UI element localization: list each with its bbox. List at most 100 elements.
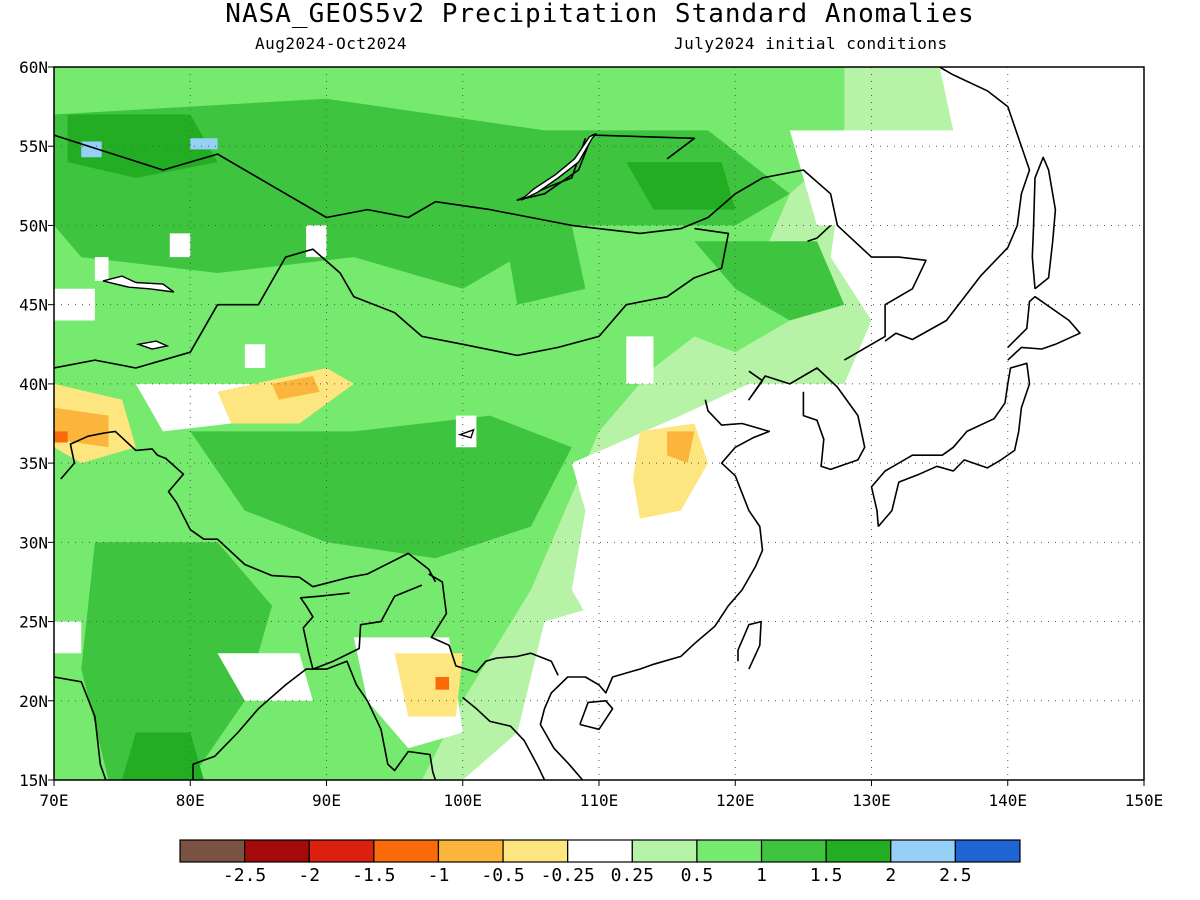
- coastline-5: [192, 660, 437, 780]
- initial-conditions-label: July2024 initial conditions: [674, 34, 948, 53]
- coastline-13: [60, 430, 437, 588]
- anomaly-region-21: [667, 431, 695, 464]
- missing-data-patch-5: [455, 415, 477, 448]
- coastline-borders-layer: [54, 67, 1081, 780]
- x-tick-label-80: 80E: [176, 791, 205, 810]
- lake-3: [457, 428, 475, 439]
- x-tick-label-120: 120E: [716, 791, 755, 810]
- missing-data-patch-7: [966, 273, 1008, 321]
- y-tick-label-55: 55N: [19, 137, 48, 156]
- anomaly-region-6: [694, 241, 845, 321]
- lake-0: [520, 132, 597, 201]
- colorbar-swatch-0: [179, 839, 246, 863]
- colorbar-label-5: -0.25: [541, 865, 595, 886]
- lake-1: [135, 340, 170, 350]
- colorbar-swatch-5: [502, 839, 569, 863]
- y-tick-label-30: 30N: [19, 533, 48, 552]
- y-tick-label-50: 50N: [19, 216, 48, 235]
- missing-data-patch-4: [244, 344, 266, 368]
- anomaly-region-10: [122, 732, 204, 780]
- colorbar-label-9: 1.5: [810, 865, 843, 886]
- coastline-2: [748, 367, 866, 471]
- lake-2: [102, 275, 175, 293]
- coastline-11: [884, 67, 1031, 342]
- colorbar-label-3: -1: [428, 865, 450, 886]
- coastline-8: [1031, 156, 1057, 290]
- colorbar-label-0: -2.5: [223, 865, 266, 886]
- colorbar-swatch-4: [437, 839, 504, 863]
- coastline-7: [1007, 295, 1081, 361]
- colorbar-label-8: 1: [756, 865, 767, 886]
- y-tick-label-15: 15N: [19, 771, 48, 790]
- coastline-1: [54, 227, 730, 369]
- x-tick-label-140: 140E: [988, 791, 1027, 810]
- forecast-period-label: Aug2024-Oct2024: [255, 34, 407, 53]
- colorbar-label-6: 0.25: [611, 865, 654, 886]
- coastline-6: [870, 362, 1031, 528]
- coastline-12: [807, 224, 832, 243]
- anomaly-region-5: [81, 542, 272, 780]
- colorbar-label-4: -0.5: [481, 865, 524, 886]
- coastline-3: [539, 399, 771, 780]
- colorbar-swatch-1: [244, 839, 310, 863]
- colorbar-label-1: -2: [298, 865, 320, 886]
- x-tick-label-110: 110E: [580, 791, 619, 810]
- longitude-axis: 70E 80E 90E 100E 110E 120E 130E 140E 150E: [40, 780, 1164, 810]
- missing-data-patch-6: [626, 336, 654, 384]
- colorbar-swatch-3: [373, 839, 440, 863]
- coastline-16: [462, 696, 546, 780]
- x-tick-label-90: 90E: [312, 791, 341, 810]
- lakes-layer: [102, 132, 597, 439]
- map-plot-area: [54, 67, 1144, 780]
- anomaly-region-20: [54, 407, 109, 448]
- x-tick-label-70: 70E: [40, 791, 69, 810]
- map-title: NASA_GEOS5v2 Precipitation Standard Anom…: [225, 0, 975, 29]
- y-tick-label-20: 20N: [19, 692, 48, 711]
- colorbar-swatch-10: [825, 839, 892, 863]
- y-tick-label-60: 60N: [19, 58, 48, 77]
- anomaly-region-23: [54, 431, 68, 443]
- missing-data-patch-2: [169, 233, 191, 258]
- latitude-axis: 15N 20N 25N 30N 35N 40N 45N 50N 55N 60N: [19, 58, 54, 790]
- coastline-15: [428, 573, 559, 676]
- coastline-0: [54, 134, 927, 361]
- x-tick-label-150: 150E: [1125, 791, 1164, 810]
- anomaly-region-4: [190, 415, 572, 559]
- anomaly-region-24: [435, 677, 450, 690]
- anomaly-field-layer: [54, 67, 1144, 780]
- colorbar-swatch-12: [954, 839, 1021, 863]
- colorbar: -2.5 -2 -1.5 -1 -0.5 -0.25 0.25 0.5 1 1.5 2 2.5: [179, 839, 1021, 886]
- x-tick-label-130: 130E: [852, 791, 891, 810]
- anomaly-region-3: [54, 98, 790, 289]
- coastline-14: [299, 584, 423, 670]
- anomaly-region-8: [67, 114, 218, 178]
- y-tick-label-25: 25N: [19, 613, 48, 632]
- y-tick-label-40: 40N: [19, 375, 48, 394]
- colorbar-swatch-6: [567, 839, 633, 863]
- missing-data-patch-1: [94, 257, 109, 281]
- colorbar-label-10: 2: [885, 865, 896, 886]
- anomaly-region-7: [503, 225, 586, 305]
- colorbar-swatch-2: [308, 839, 375, 863]
- y-tick-label-45: 45N: [19, 296, 48, 315]
- coastline-9: [737, 620, 762, 670]
- coastline-4: [54, 676, 107, 780]
- colorbar-swatch-11: [890, 839, 956, 863]
- colorbar-swatch-8: [696, 839, 763, 863]
- anomaly-region-14: [789, 130, 981, 226]
- y-tick-label-35: 35N: [19, 454, 48, 473]
- anomaly-region-9: [626, 162, 736, 210]
- anomaly-region-22: [272, 376, 320, 400]
- missing-data-patch-0: [54, 288, 95, 321]
- coastline-10: [579, 699, 614, 731]
- coastline-17: [516, 134, 696, 201]
- anomaly-region-26: [190, 138, 218, 150]
- colorbar-label-7: 0.5: [681, 865, 714, 886]
- anomaly-region-13: [217, 653, 313, 701]
- colorbar-swatch-9: [760, 839, 827, 863]
- colorbar-swatch-7: [631, 839, 698, 863]
- colorbar-label-11: 2.5: [939, 865, 972, 886]
- missing-data-patch-8: [54, 621, 82, 654]
- x-tick-label-100: 100E: [443, 791, 482, 810]
